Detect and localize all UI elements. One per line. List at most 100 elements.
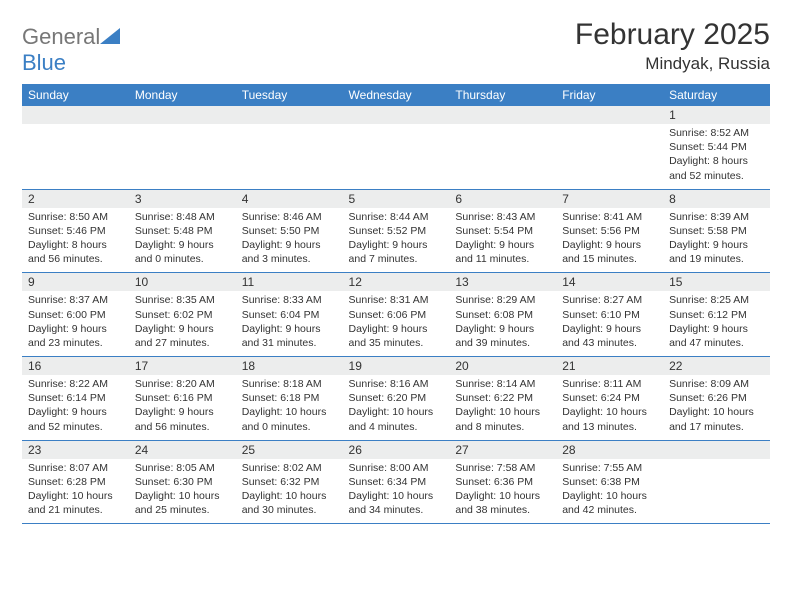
- day-number: 14: [556, 273, 663, 291]
- sunset-text: Sunset: 5:44 PM: [669, 140, 764, 154]
- day-cell: 10Sunrise: 8:35 AMSunset: 6:02 PMDayligh…: [129, 273, 236, 357]
- sunset-text: Sunset: 5:52 PM: [349, 224, 444, 238]
- brand-sail-icon: [100, 24, 120, 50]
- daylight-text: Daylight: 9 hours and 11 minutes.: [455, 238, 550, 266]
- daylight-text: Daylight: 10 hours and 38 minutes.: [455, 489, 550, 517]
- sunset-text: Sunset: 6:14 PM: [28, 391, 123, 405]
- day-details: Sunrise: 8:39 AMSunset: 5:58 PMDaylight:…: [663, 208, 770, 273]
- sunset-text: Sunset: 6:30 PM: [135, 475, 230, 489]
- sunset-text: Sunset: 6:24 PM: [562, 391, 657, 405]
- sunset-text: Sunset: 5:56 PM: [562, 224, 657, 238]
- daylight-text: Daylight: 8 hours and 56 minutes.: [28, 238, 123, 266]
- daylight-text: Daylight: 9 hours and 0 minutes.: [135, 238, 230, 266]
- day-details: Sunrise: 8:22 AMSunset: 6:14 PMDaylight:…: [22, 375, 129, 440]
- brand-name: GeneralBlue: [22, 24, 120, 76]
- day-number: [663, 441, 770, 459]
- day-number: 18: [236, 357, 343, 375]
- sunrise-text: Sunrise: 8:27 AM: [562, 293, 657, 307]
- sunrise-text: Sunrise: 8:37 AM: [28, 293, 123, 307]
- daylight-text: Daylight: 10 hours and 0 minutes.: [242, 405, 337, 433]
- sunrise-text: Sunrise: 8:44 AM: [349, 210, 444, 224]
- daylight-text: Daylight: 8 hours and 52 minutes.: [669, 154, 764, 182]
- daylight-text: Daylight: 9 hours and 56 minutes.: [135, 405, 230, 433]
- sunset-text: Sunset: 6:16 PM: [135, 391, 230, 405]
- sunset-text: Sunset: 5:50 PM: [242, 224, 337, 238]
- day-details: Sunrise: 8:31 AMSunset: 6:06 PMDaylight:…: [343, 291, 450, 356]
- day-number: 13: [449, 273, 556, 291]
- calendar-row: 1Sunrise: 8:52 AMSunset: 5:44 PMDaylight…: [22, 106, 770, 189]
- daylight-text: Daylight: 10 hours and 4 minutes.: [349, 405, 444, 433]
- day-cell: 15Sunrise: 8:25 AMSunset: 6:12 PMDayligh…: [663, 273, 770, 357]
- day-details: [556, 124, 663, 180]
- day-cell: 22Sunrise: 8:09 AMSunset: 6:26 PMDayligh…: [663, 357, 770, 441]
- day-cell: 11Sunrise: 8:33 AMSunset: 6:04 PMDayligh…: [236, 273, 343, 357]
- day-details: Sunrise: 8:14 AMSunset: 6:22 PMDaylight:…: [449, 375, 556, 440]
- sunrise-text: Sunrise: 8:18 AM: [242, 377, 337, 391]
- day-details: Sunrise: 8:52 AMSunset: 5:44 PMDaylight:…: [663, 124, 770, 189]
- sunrise-text: Sunrise: 8:09 AM: [669, 377, 764, 391]
- day-cell: 21Sunrise: 8:11 AMSunset: 6:24 PMDayligh…: [556, 357, 663, 441]
- day-cell: 20Sunrise: 8:14 AMSunset: 6:22 PMDayligh…: [449, 357, 556, 441]
- sunrise-text: Sunrise: 7:58 AM: [455, 461, 550, 475]
- daylight-text: Daylight: 9 hours and 47 minutes.: [669, 322, 764, 350]
- day-cell: 16Sunrise: 8:22 AMSunset: 6:14 PMDayligh…: [22, 357, 129, 441]
- day-details: [663, 459, 770, 515]
- day-number: 22: [663, 357, 770, 375]
- sunset-text: Sunset: 6:32 PM: [242, 475, 337, 489]
- sunrise-text: Sunrise: 8:22 AM: [28, 377, 123, 391]
- sunrise-text: Sunrise: 8:43 AM: [455, 210, 550, 224]
- day-details: Sunrise: 8:37 AMSunset: 6:00 PMDaylight:…: [22, 291, 129, 356]
- daylight-text: Daylight: 9 hours and 27 minutes.: [135, 322, 230, 350]
- sunset-text: Sunset: 6:20 PM: [349, 391, 444, 405]
- day-details: Sunrise: 8:44 AMSunset: 5:52 PMDaylight:…: [343, 208, 450, 273]
- brand-logo: GeneralBlue: [22, 24, 120, 76]
- day-details: Sunrise: 8:27 AMSunset: 6:10 PMDaylight:…: [556, 291, 663, 356]
- sunset-text: Sunset: 6:10 PM: [562, 308, 657, 322]
- day-details: Sunrise: 8:02 AMSunset: 6:32 PMDaylight:…: [236, 459, 343, 524]
- sunrise-text: Sunrise: 8:05 AM: [135, 461, 230, 475]
- day-cell: 19Sunrise: 8:16 AMSunset: 6:20 PMDayligh…: [343, 357, 450, 441]
- calendar-row: 23Sunrise: 8:07 AMSunset: 6:28 PMDayligh…: [22, 440, 770, 524]
- sunrise-text: Sunrise: 8:07 AM: [28, 461, 123, 475]
- day-details: Sunrise: 8:16 AMSunset: 6:20 PMDaylight:…: [343, 375, 450, 440]
- day-cell: 3Sunrise: 8:48 AMSunset: 5:48 PMDaylight…: [129, 189, 236, 273]
- day-cell: 7Sunrise: 8:41 AMSunset: 5:56 PMDaylight…: [556, 189, 663, 273]
- daylight-text: Daylight: 9 hours and 19 minutes.: [669, 238, 764, 266]
- calendar-table: Sunday Monday Tuesday Wednesday Thursday…: [22, 84, 770, 524]
- day-details: Sunrise: 8:43 AMSunset: 5:54 PMDaylight:…: [449, 208, 556, 273]
- location: Mindyak, Russia: [575, 54, 770, 74]
- weekday-header: Monday: [129, 84, 236, 106]
- weekday-header: Friday: [556, 84, 663, 106]
- weekday-header: Saturday: [663, 84, 770, 106]
- empty-cell: [22, 106, 129, 189]
- day-cell: 8Sunrise: 8:39 AMSunset: 5:58 PMDaylight…: [663, 189, 770, 273]
- sunrise-text: Sunrise: 7:55 AM: [562, 461, 657, 475]
- day-number: 16: [22, 357, 129, 375]
- day-number: 10: [129, 273, 236, 291]
- day-number: [556, 106, 663, 124]
- day-number: [449, 106, 556, 124]
- weekday-header-row: Sunday Monday Tuesday Wednesday Thursday…: [22, 84, 770, 106]
- day-number: 4: [236, 190, 343, 208]
- day-cell: 14Sunrise: 8:27 AMSunset: 6:10 PMDayligh…: [556, 273, 663, 357]
- sunset-text: Sunset: 6:00 PM: [28, 308, 123, 322]
- day-cell: 26Sunrise: 8:00 AMSunset: 6:34 PMDayligh…: [343, 440, 450, 524]
- daylight-text: Daylight: 9 hours and 15 minutes.: [562, 238, 657, 266]
- sunset-text: Sunset: 6:02 PM: [135, 308, 230, 322]
- day-number: 24: [129, 441, 236, 459]
- day-number: 15: [663, 273, 770, 291]
- day-cell: 13Sunrise: 8:29 AMSunset: 6:08 PMDayligh…: [449, 273, 556, 357]
- day-cell: 5Sunrise: 8:44 AMSunset: 5:52 PMDaylight…: [343, 189, 450, 273]
- day-details: Sunrise: 7:58 AMSunset: 6:36 PMDaylight:…: [449, 459, 556, 524]
- day-details: Sunrise: 8:20 AMSunset: 6:16 PMDaylight:…: [129, 375, 236, 440]
- day-number: 26: [343, 441, 450, 459]
- day-number: 8: [663, 190, 770, 208]
- day-cell: 12Sunrise: 8:31 AMSunset: 6:06 PMDayligh…: [343, 273, 450, 357]
- day-number: 28: [556, 441, 663, 459]
- sunset-text: Sunset: 5:54 PM: [455, 224, 550, 238]
- daylight-text: Daylight: 10 hours and 34 minutes.: [349, 489, 444, 517]
- day-number: 21: [556, 357, 663, 375]
- sunrise-text: Sunrise: 8:00 AM: [349, 461, 444, 475]
- weekday-header: Wednesday: [343, 84, 450, 106]
- sunset-text: Sunset: 6:04 PM: [242, 308, 337, 322]
